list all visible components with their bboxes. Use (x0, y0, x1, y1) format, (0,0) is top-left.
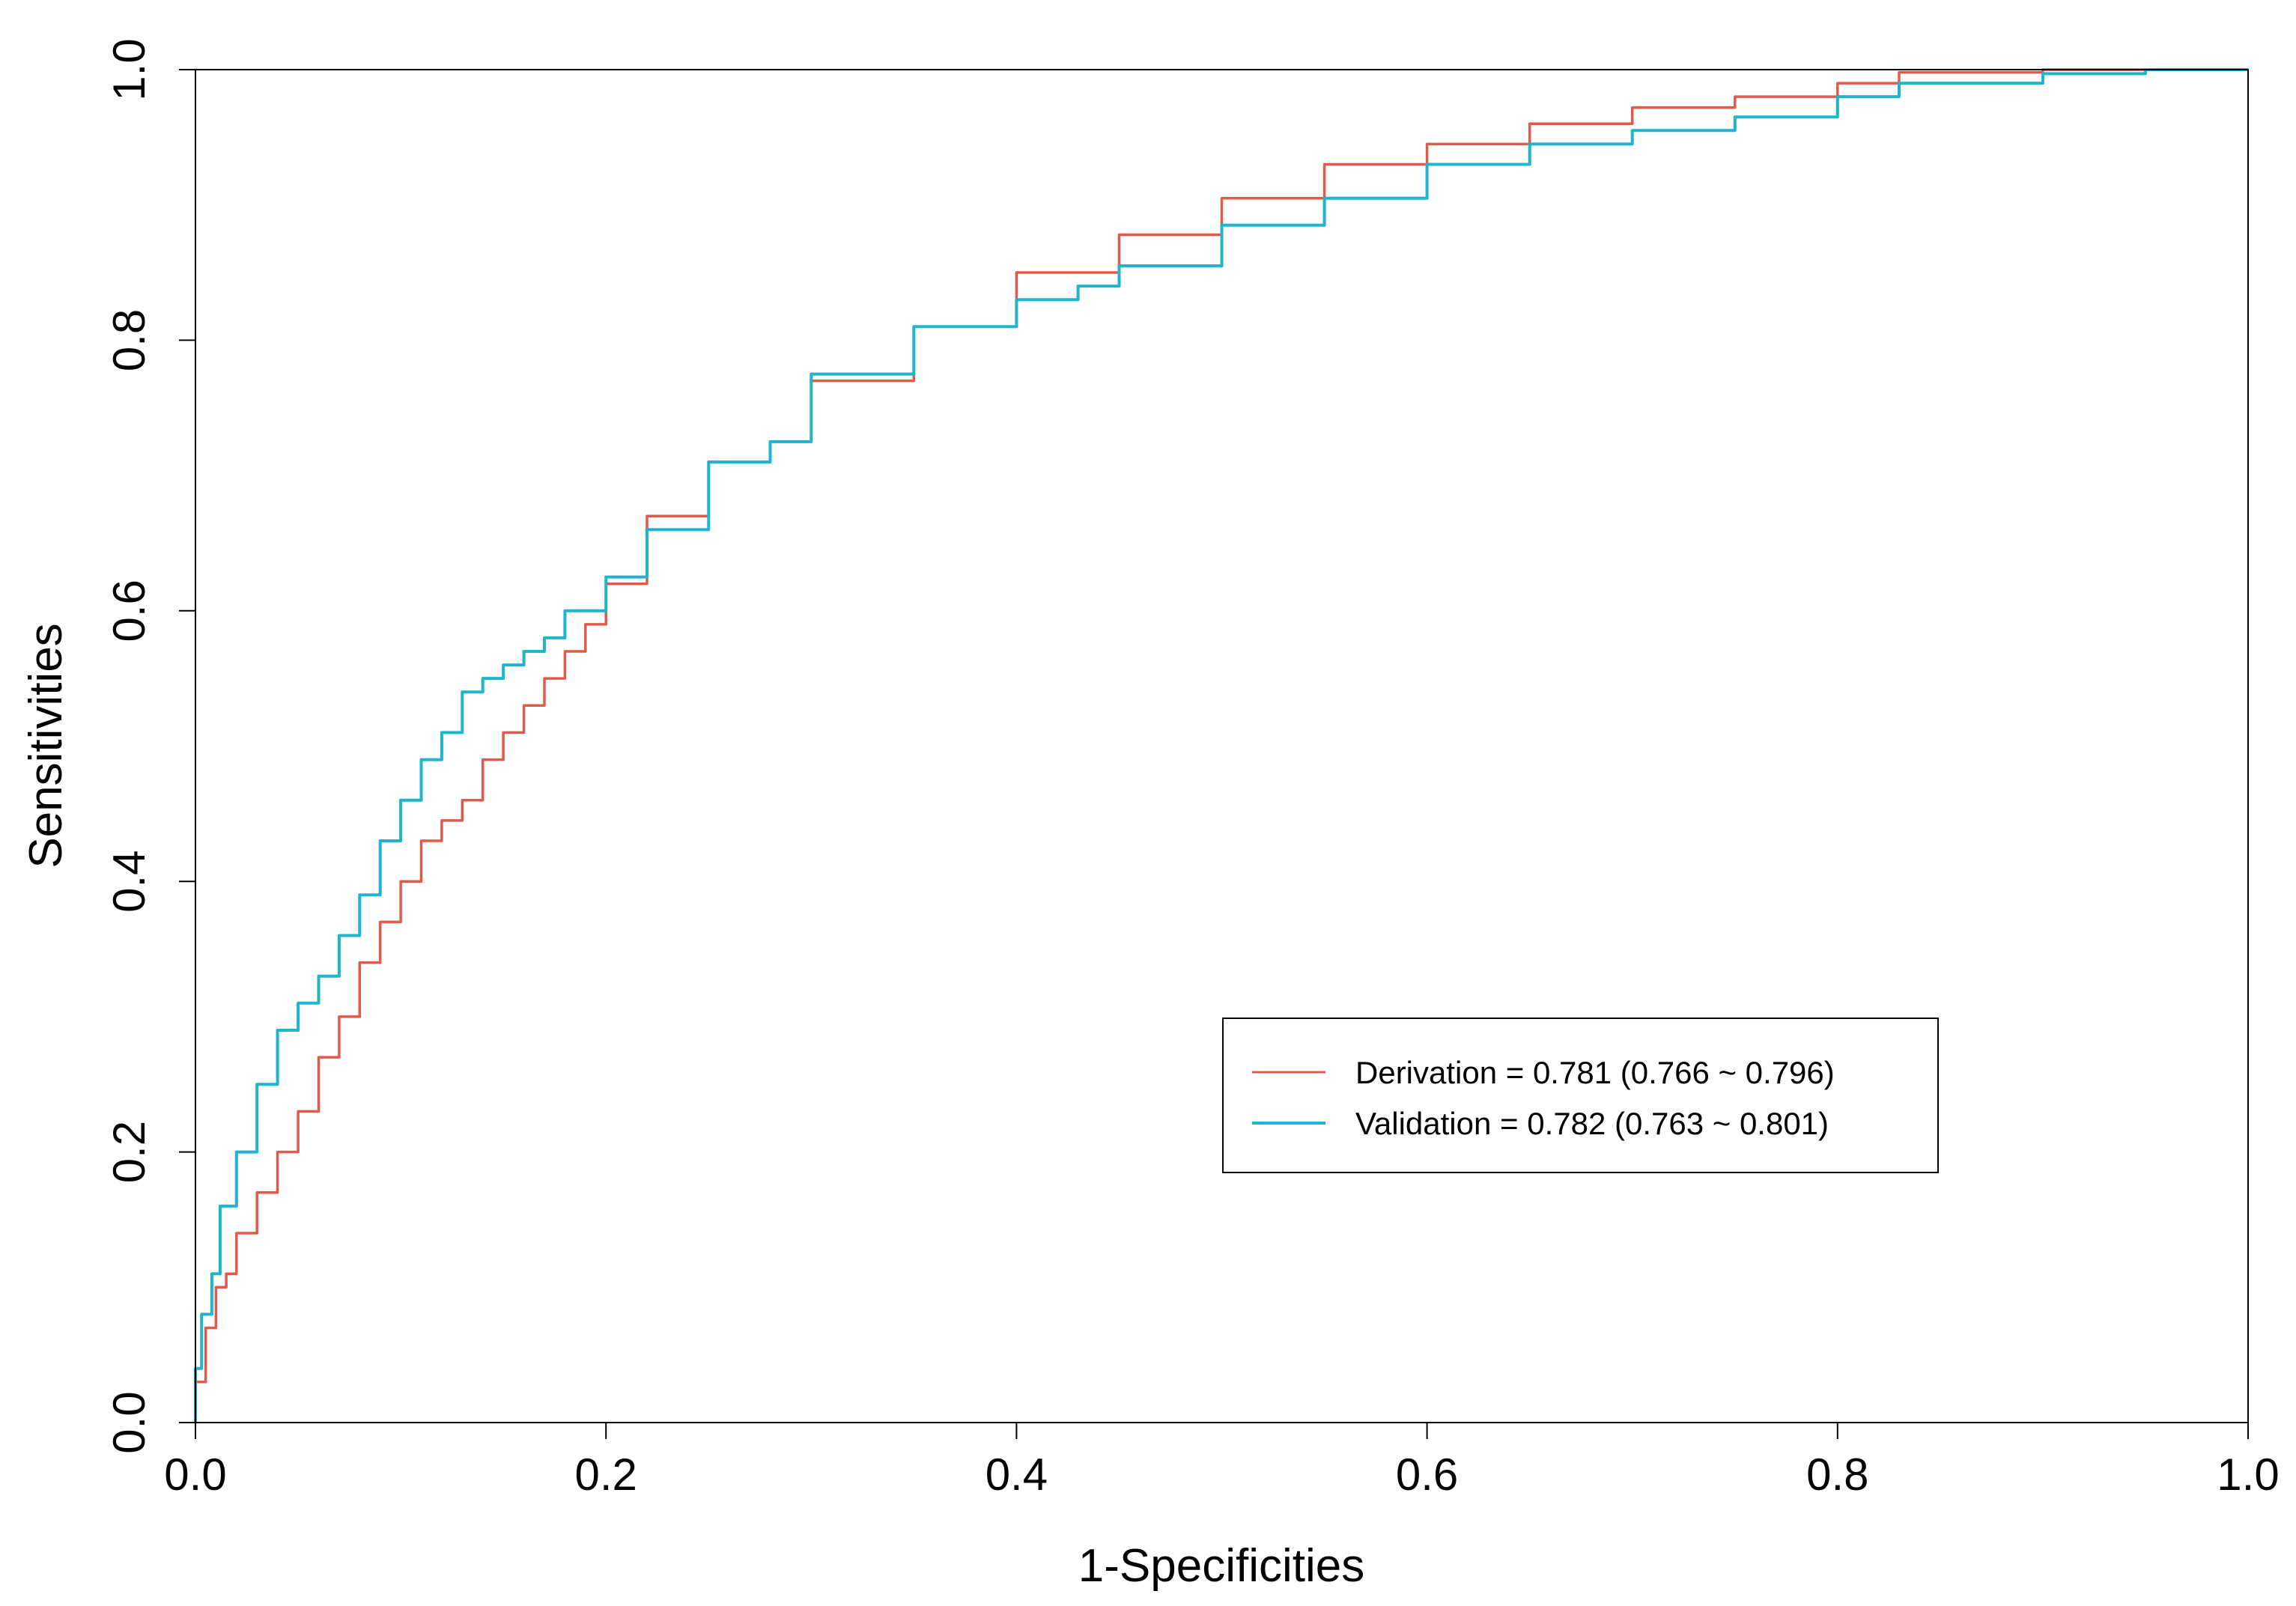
legend: Derivation = 0.781 (0.766 ~ 0.796) Valid… (1222, 1018, 1939, 1173)
y-axis-title: Sensitivities (20, 623, 72, 868)
y-tick-label: 0.2 (104, 1121, 154, 1183)
y-tick-label: 1.0 (104, 38, 154, 100)
series-line-validation (194, 68, 2248, 1423)
x-axis-title: 1-Specificities (1078, 1540, 1364, 1592)
x-tick-label: 0.4 (985, 1450, 1048, 1500)
y-tick-label: 0.8 (104, 309, 154, 371)
y-tick-label: 0.6 (104, 580, 154, 642)
y-tick-label: 0.4 (104, 850, 154, 912)
x-tick-label: 0.0 (164, 1450, 226, 1500)
x-tick-label: 0.6 (1396, 1450, 1458, 1500)
x-tick-label: 0.2 (574, 1450, 637, 1500)
legend-label-derivation: Derivation = 0.781 (0.766 ~ 0.796) (1355, 1055, 1835, 1090)
legend-label-validation: Validation = 0.782 (0.763 ~ 0.801) (1355, 1106, 1829, 1141)
series-line-derivation (194, 68, 2248, 1423)
x-tick-label: 1.0 (2217, 1450, 2279, 1500)
series-layer (194, 68, 2248, 1423)
x-tick-label: 0.8 (1806, 1450, 1868, 1500)
y-axis: 0.0 0.2 0.4 0.6 0.8 1.0 (104, 38, 196, 1454)
y-tick-label: 0.0 (104, 1391, 154, 1453)
x-axis: 0.0 0.2 0.4 0.6 0.8 1.0 (164, 1422, 2280, 1500)
legend-box (1222, 1018, 1939, 1173)
